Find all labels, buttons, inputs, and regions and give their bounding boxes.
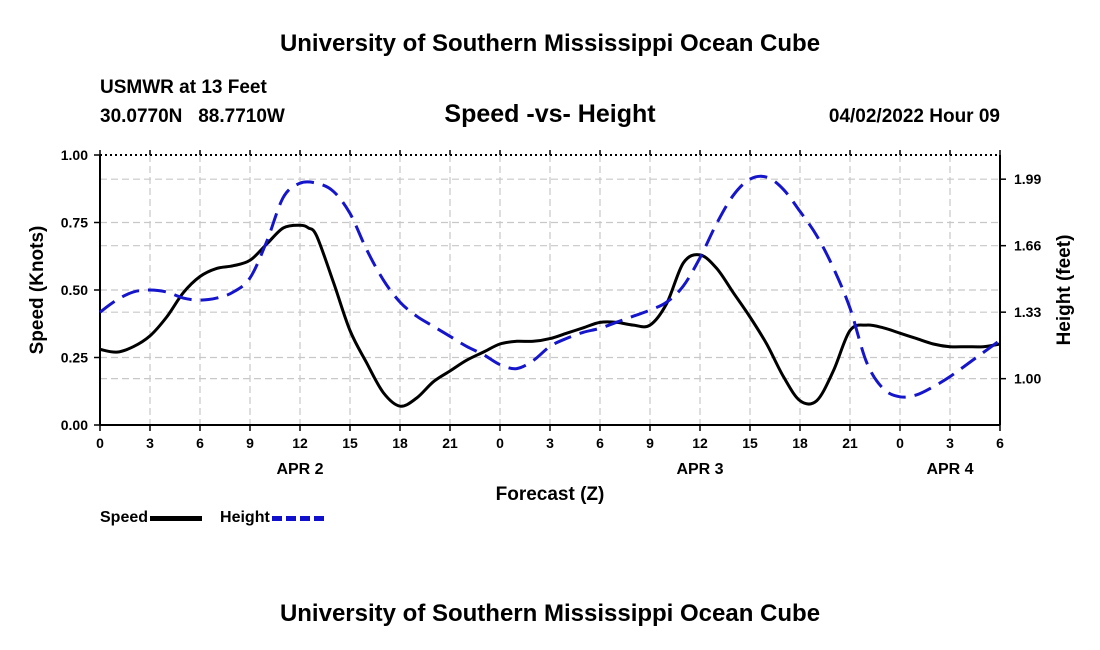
x-tick-label: 9: [646, 435, 654, 451]
x-date-label: APR 4: [926, 461, 973, 478]
x-date-label: APR 3: [676, 461, 723, 478]
y2-tick-label: 1.66: [1014, 238, 1041, 254]
x-tick-label: 21: [842, 435, 858, 451]
x-tick-label: 18: [792, 435, 808, 451]
x-tick-label: 9: [246, 435, 254, 451]
y-tick-label: 0.25: [61, 350, 88, 366]
y2-axis-title: Height (feet): [1054, 235, 1075, 346]
y-axis-title: Speed (Knots): [27, 226, 48, 355]
forecast-timestamp: 04/02/2022 Hour 09: [828, 106, 1000, 127]
x-tick-label: 18: [392, 435, 408, 451]
x-tick-label: 21: [442, 435, 458, 451]
station-name: USMWR at 13 Feet: [100, 77, 267, 98]
chart-main-title: University of Southern Mississippi Ocean…: [279, 30, 821, 57]
x-tick-label: 12: [692, 435, 708, 451]
x-tick-label: 6: [996, 435, 1004, 451]
x-tick-label: 12: [292, 435, 308, 451]
station-coordinates: 30.0770N 88.7710W: [100, 106, 285, 127]
x-tick-label: 0: [96, 435, 104, 451]
legend-height-label: Height: [220, 509, 270, 526]
chart-subtitle: Speed -vs- Height: [444, 100, 656, 128]
x-tick-label: 15: [742, 435, 758, 451]
legend-item-speed: Speed: [100, 509, 203, 527]
chart-legend: Speed Height: [100, 509, 342, 527]
y-tick-label: 0.50: [61, 282, 88, 298]
y-tick-label: 0.00: [61, 417, 88, 433]
x-tick-label: 0: [896, 435, 904, 451]
x-tick-label: 6: [596, 435, 604, 451]
x-tick-label: 3: [946, 435, 954, 451]
series-line-height: [99, 174, 1001, 399]
x-tick-label: 3: [146, 435, 154, 451]
series-line-speed: [99, 223, 1001, 408]
y2-tick-label: 1.99: [1014, 171, 1041, 187]
y-tick-label: 0.75: [61, 215, 88, 231]
x-tick-label: 6: [196, 435, 204, 451]
legend-speed-label: Speed: [100, 509, 149, 526]
footer-title: University of Southern Mississippi Ocean…: [279, 600, 821, 627]
y-tick-label: 1.00: [61, 147, 88, 163]
y2-tick-label: 1.00: [1014, 371, 1041, 387]
legend-speed-swatch: [150, 515, 203, 521]
x-tick-label: 3: [546, 435, 554, 451]
x-axis-title: Forecast (Z): [496, 484, 605, 505]
y2-tick-label: 1.33: [1014, 304, 1041, 320]
x-tick-label: 0: [496, 435, 504, 451]
x-date-label: APR 2: [276, 461, 323, 478]
legend-height-swatch: [271, 515, 324, 521]
x-tick-label: 15: [342, 435, 358, 451]
legend-item-height: Height: [220, 509, 324, 527]
